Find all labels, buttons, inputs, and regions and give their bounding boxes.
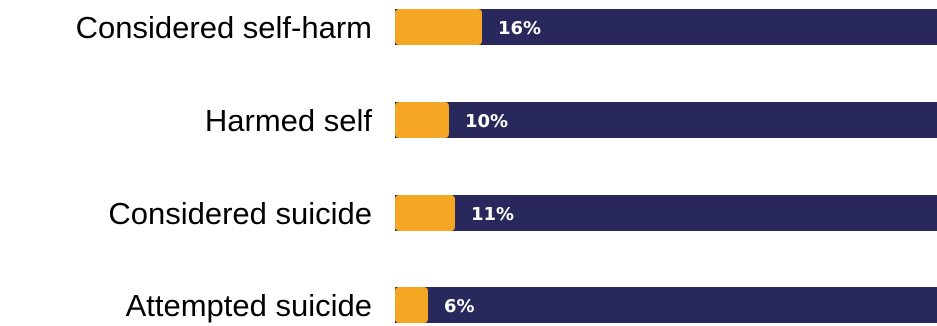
bar-value-attempted-suicide [395,287,428,323]
value-label-harmed-self: 10% [465,111,508,132]
value-label-considered-suicide: 11% [471,204,514,225]
bar-remainder-attempted-suicide [395,287,937,323]
bar-row-considered-self-harm: Considered self-harm 16% [76,9,937,45]
category-label-considered-self-harm: Considered self-harm [76,10,372,45]
bar-row-considered-suicide: Considered suicide 11% [108,195,937,231]
bar-remainder-considered-suicide [395,195,937,231]
bar-value-considered-suicide [395,195,455,231]
bar-row-attempted-suicide: Attempted suicide 6% [126,287,937,323]
category-label-attempted-suicide: Attempted suicide [126,288,372,323]
bar-value-considered-self-harm [395,9,482,45]
bar-row-harmed-self: Harmed self 10% [205,102,937,138]
bar-value-harmed-self [395,102,449,138]
bar-remainder-considered-self-harm [395,9,937,45]
bar-remainder-harmed-self [395,102,937,138]
value-label-considered-self-harm: 16% [498,18,541,39]
category-label-harmed-self: Harmed self [205,103,372,138]
category-label-considered-suicide: Considered suicide [108,196,372,231]
value-label-attempted-suicide: 6% [444,296,475,317]
